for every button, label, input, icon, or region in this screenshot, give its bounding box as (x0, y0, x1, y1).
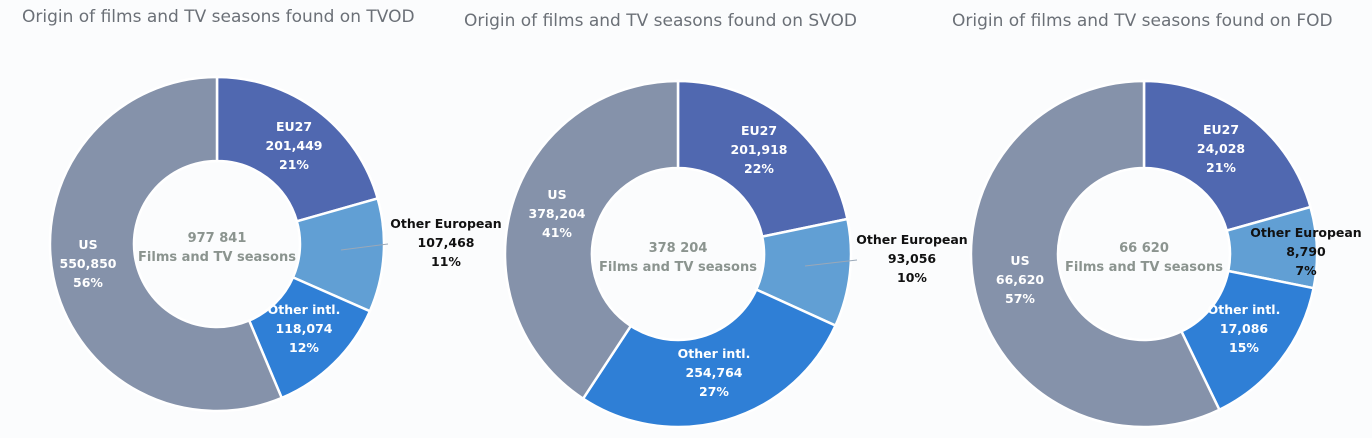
donut-chart-1: EU27 201,918 22% Other European 93,056 10% Oth… (503, 79, 968, 429)
slice-label-value-eu27: 24,028 (1197, 141, 1245, 156)
slice-label-name-us: US (1010, 253, 1029, 268)
slice-label-value-us: 378,204 (529, 206, 586, 221)
slice-label-name-eu27: EU27 (1203, 122, 1239, 137)
slice-label-pct-other-intl: 15% (1229, 340, 1259, 355)
slice-label-value-us: 66,620 (996, 272, 1045, 287)
slice-label-name-other-intl: Other intl. (678, 346, 751, 361)
slice-label-value-other-intl: 254,764 (686, 365, 743, 380)
center-label: Films and TV seasons (599, 260, 757, 275)
slice-eu27 (215, 75, 380, 223)
slice-label-value-other-european: 8,790 (1286, 244, 1326, 259)
center-total: 66 620 (1119, 241, 1169, 256)
slice-label-value-eu27: 201,918 (731, 142, 788, 157)
slice-label-pct-us: 56% (73, 275, 103, 290)
donut-chart-2: EU27 24,028 21% Other European 8,790 7% Other … (969, 79, 1362, 429)
slice-label-pct-eu27: 22% (744, 161, 774, 176)
center-total: 977 841 (188, 231, 247, 246)
slice-label-name-us: US (547, 187, 566, 202)
chart-title-tvod: Origin of films and TV seasons found on … (22, 7, 415, 27)
slice-label-pct-eu27: 21% (1206, 160, 1236, 175)
slice-label-pct-us: 57% (1005, 291, 1035, 306)
leader-line-other-european (804, 259, 858, 267)
slice-label-name-other-european: Other European (856, 232, 967, 247)
slice-eu27 (1142, 79, 1313, 233)
slice-label-name-other-european: Other European (390, 216, 501, 231)
leader-line-other-european (340, 243, 389, 251)
slice-label-name-eu27: EU27 (276, 119, 312, 134)
slice-label-value-other-european: 107,468 (418, 235, 475, 250)
slice-other-intl (581, 287, 838, 429)
slice-label-pct-us: 41% (542, 225, 572, 240)
slice-label-name-us: US (78, 237, 97, 252)
chart-title-svod: Origin of films and TV seasons found on … (464, 11, 857, 31)
center-total: 378 204 (649, 241, 708, 256)
slice-us (48, 75, 284, 413)
slice-label-value-other-intl: 17,086 (1220, 321, 1269, 336)
slice-label-pct-other-european: 10% (897, 270, 927, 285)
slice-us (969, 79, 1222, 429)
donut-chart-0: EU27 201,449 21% Other European 107,468 11% Ot… (48, 75, 502, 413)
slice-label-value-us: 550,850 (60, 256, 117, 271)
center-label: Films and TV seasons (1065, 260, 1223, 275)
chart-title-fod: Origin of films and TV seasons found on … (952, 11, 1333, 31)
slice-eu27 (676, 79, 849, 239)
slice-label-name-other-intl: Other intl. (1208, 302, 1281, 317)
slice-label-pct-eu27: 21% (279, 157, 309, 172)
slice-label-pct-other-intl: 12% (289, 340, 319, 355)
slice-label-value-eu27: 201,449 (266, 138, 323, 153)
slice-label-pct-other-european: 11% (431, 254, 461, 269)
slice-label-pct-other-intl: 27% (699, 384, 729, 399)
slice-label-name-other-intl: Other intl. (268, 302, 341, 317)
slice-us (503, 79, 680, 401)
slice-label-value-other-intl: 118,074 (276, 321, 333, 336)
slice-label-name-eu27: EU27 (741, 123, 777, 138)
slice-label-name-other-european: Other European (1250, 225, 1361, 240)
slice-label-value-other-european: 93,056 (888, 251, 937, 266)
center-label: Films and TV seasons (138, 250, 296, 265)
slice-label-pct-other-european: 7% (1295, 263, 1317, 278)
